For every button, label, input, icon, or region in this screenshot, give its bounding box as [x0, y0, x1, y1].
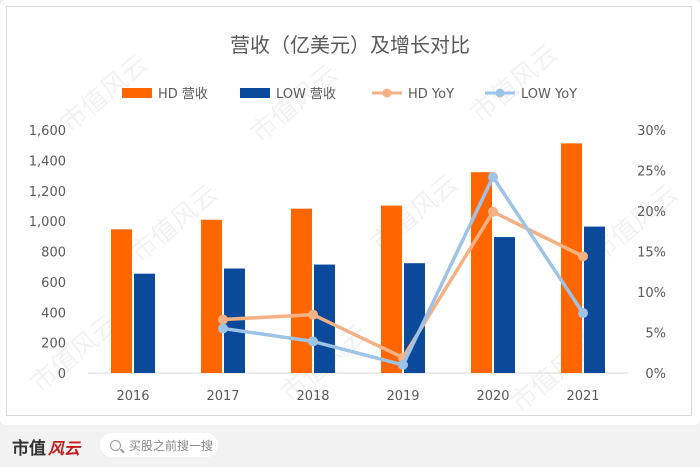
point-hd-yoy-4	[578, 251, 588, 262]
point-low-yoy-3	[488, 171, 498, 182]
point-hd-yoy-1	[308, 309, 318, 320]
y-left-tick-label: 400	[41, 306, 66, 321]
legend-label-3: LOW YoY	[521, 87, 577, 102]
y-left-tick-label: 1,200	[29, 185, 66, 200]
y-left-tick-label: 1,000	[29, 215, 66, 230]
legend-swatch-0	[122, 88, 152, 98]
watermark-text: 市值风云	[25, 309, 124, 399]
chart-title: 营收（亿美元）及增长对比	[230, 33, 470, 57]
legend-label-0: HD 营收	[158, 87, 208, 102]
search-icon	[110, 439, 121, 451]
chart-card: 市值风云市值风云市值风云市值风云市值风云市值风云市值风云市值风云市值风云营收（亿…	[0, 0, 700, 425]
y-right-tick-label: 20%	[637, 205, 666, 220]
bar-low-2021	[584, 226, 605, 373]
y-left-tick-label: 800	[41, 246, 66, 261]
x-tick-label: 2017	[206, 389, 239, 404]
point-low-yoy-4	[578, 308, 588, 319]
x-tick-label: 2018	[296, 389, 329, 404]
watermark-text: 市值风云	[365, 169, 464, 259]
y-right-tick-label: 5%	[645, 327, 666, 342]
point-low-yoy-1	[308, 336, 318, 347]
y-left-tick-label: 1,600	[29, 124, 66, 139]
y-right-tick-label: 30%	[637, 124, 666, 139]
brand-name: 市值	[12, 439, 46, 459]
bar-low-2020	[494, 237, 515, 373]
point-hd-yoy-0	[218, 314, 228, 325]
legend-marker-3	[495, 88, 505, 98]
x-tick-label: 2019	[386, 389, 419, 404]
x-tick-label: 2020	[476, 389, 509, 404]
y-right-tick-label: 15%	[637, 246, 666, 261]
point-low-yoy-2	[398, 359, 408, 370]
brand-mark: 风云	[48, 439, 81, 458]
x-tick-label: 2016	[116, 389, 149, 404]
watermark-text: 市值风云	[465, 39, 564, 129]
watermark-text: 市值风云	[245, 59, 344, 149]
legend-swatch-1	[240, 88, 270, 98]
y-left-tick-label: 1,400	[29, 154, 66, 169]
y-left-tick-label: 200	[41, 337, 66, 352]
bar-hd-2017	[201, 219, 222, 373]
search-bar[interactable]: 买股之前搜一搜	[100, 433, 218, 457]
bar-low-2016	[134, 273, 155, 373]
search-placeholder: 买股之前搜一搜	[129, 438, 214, 453]
point-hd-yoy-3	[488, 206, 498, 217]
legend-label-1: LOW 营收	[276, 87, 336, 102]
bar-hd-2016	[111, 229, 132, 373]
footer-bar: 市值 风云 买股之前搜一搜	[0, 425, 700, 467]
point-low-yoy-0	[218, 323, 228, 334]
bar-low-2017	[224, 268, 245, 373]
y-right-tick-label: 25%	[637, 165, 666, 180]
x-tick-label: 2021	[566, 389, 599, 404]
bar-hd-2018	[291, 208, 312, 373]
card-border	[6, 6, 692, 416]
y-right-tick-label: 0%	[645, 367, 666, 382]
y-left-tick-label: 0	[58, 367, 66, 382]
legend-marker-2	[382, 88, 392, 98]
bar-hd-2021	[561, 143, 582, 373]
y-left-tick-label: 600	[41, 276, 66, 291]
revenue-growth-chart: 市值风云市值风云市值风云市值风云市值风云市值风云市值风云市值风云市值风云营收（亿…	[25, 33, 684, 419]
legend-label-2: HD YoY	[408, 87, 454, 102]
y-right-tick-label: 10%	[637, 286, 666, 301]
bar-hd-2019	[381, 205, 402, 373]
brand-logo[interactable]: 市值 风云	[12, 434, 80, 459]
